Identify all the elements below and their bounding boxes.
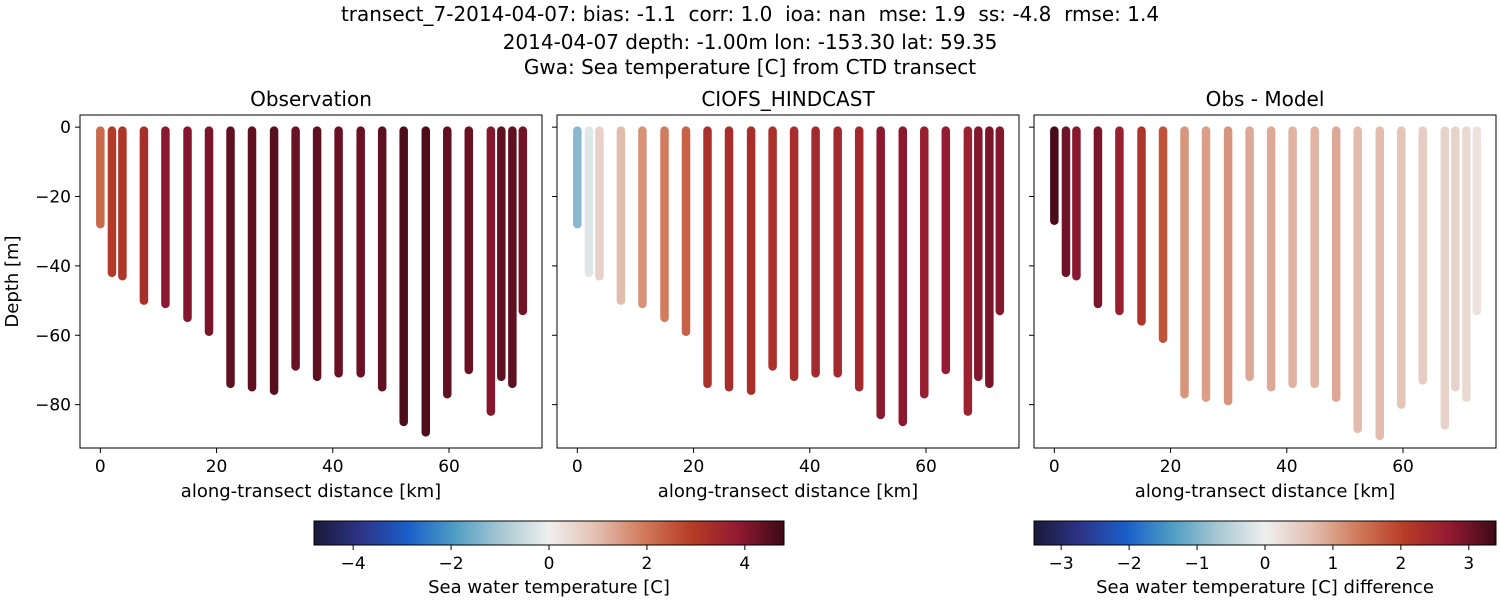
x-tick-label: 40 xyxy=(1276,457,1298,477)
x-tick-label: 40 xyxy=(322,457,344,477)
x-tick-label: 0 xyxy=(95,457,106,477)
colorbar-tick-label: 1 xyxy=(1328,554,1339,574)
x-tick-label: 40 xyxy=(799,457,821,477)
colorbar-tick-label: −2 xyxy=(439,554,464,574)
x-axis-label: along-transect distance [km] xyxy=(1135,481,1395,502)
x-tick-label: 60 xyxy=(1392,457,1414,477)
y-tick-label: −80 xyxy=(35,396,71,416)
panel-title: Observation xyxy=(250,87,372,111)
panel-title: Obs - Model xyxy=(1206,87,1325,111)
axes-frame xyxy=(1033,114,1497,449)
colorbar-2: −3 −2 −1 0 1 2 3 Sea water temperature [C] diff… xyxy=(1033,520,1497,598)
x-tick-label: 20 xyxy=(206,457,228,477)
x-tick-label: 0 xyxy=(1049,457,1060,477)
colorbar-tick-label: 4 xyxy=(739,554,750,574)
panel-title: CIOFS_HINDCAST xyxy=(701,87,875,111)
colorbar-1: −4 −2 0 2 4 Sea water temperature [C] xyxy=(313,520,785,598)
panel-3: Obs - Model 0 20 40 60 along-transect distanc… xyxy=(1029,87,1497,502)
colorbar-tick-label: 0 xyxy=(544,554,555,574)
profile-markers xyxy=(1050,126,1482,441)
x-tick-label: 20 xyxy=(1160,457,1182,477)
x-tick-label: 60 xyxy=(915,457,937,477)
colorbar-tick-label: −2 xyxy=(1117,554,1142,574)
colorbar-tick-label: 3 xyxy=(1463,554,1474,574)
colorbar-gradient xyxy=(313,520,785,546)
y-tick-label: −20 xyxy=(35,188,71,208)
colorbar-tick-label: 2 xyxy=(1395,554,1406,574)
y-tick-label: −40 xyxy=(35,257,71,277)
y-tick-label: −60 xyxy=(35,326,71,346)
figure-title-line-2: 2014-04-07 depth: -1.00m lon: -153.30 la… xyxy=(502,30,998,54)
colorbar-tick-label: −1 xyxy=(1185,554,1210,574)
axes-frame xyxy=(79,114,543,449)
x-tick-label: 0 xyxy=(572,457,583,477)
colorbar-label: Sea water temperature [C] xyxy=(428,577,670,598)
y-tick-label: 0 xyxy=(60,118,71,138)
colorbar-tick-label: −3 xyxy=(1049,554,1074,574)
colorbar-gradient xyxy=(1033,520,1497,546)
profile-markers xyxy=(96,126,528,437)
x-axis-label: along-transect distance [km] xyxy=(658,481,918,502)
figure-title-line-1: transect_7-2014-04-07: bias: -1.1 corr: … xyxy=(340,2,1160,26)
panel-2: CIOFS_HINDCAST 0 20 40 60 along-transect dist… xyxy=(552,87,1020,502)
colorbar-label: Sea water temperature [C] difference xyxy=(1096,577,1434,598)
panel-1: Observation 0 20 40 60 along-transect distanc… xyxy=(2,87,543,502)
x-tick-label: 20 xyxy=(683,457,705,477)
figure-title-line-3: Gwa: Sea temperature [C] from CTD transe… xyxy=(523,55,977,79)
axes-frame xyxy=(556,114,1020,449)
x-tick-label: 60 xyxy=(438,457,460,477)
profile-markers xyxy=(573,126,1005,427)
y-axis-label: Depth [m] xyxy=(2,235,23,327)
x-axis-label: along-transect distance [km] xyxy=(181,481,441,502)
colorbar-tick-label: 2 xyxy=(642,554,653,574)
colorbar-tick-label: −4 xyxy=(341,554,366,574)
colorbar-tick-label: 0 xyxy=(1260,554,1271,574)
